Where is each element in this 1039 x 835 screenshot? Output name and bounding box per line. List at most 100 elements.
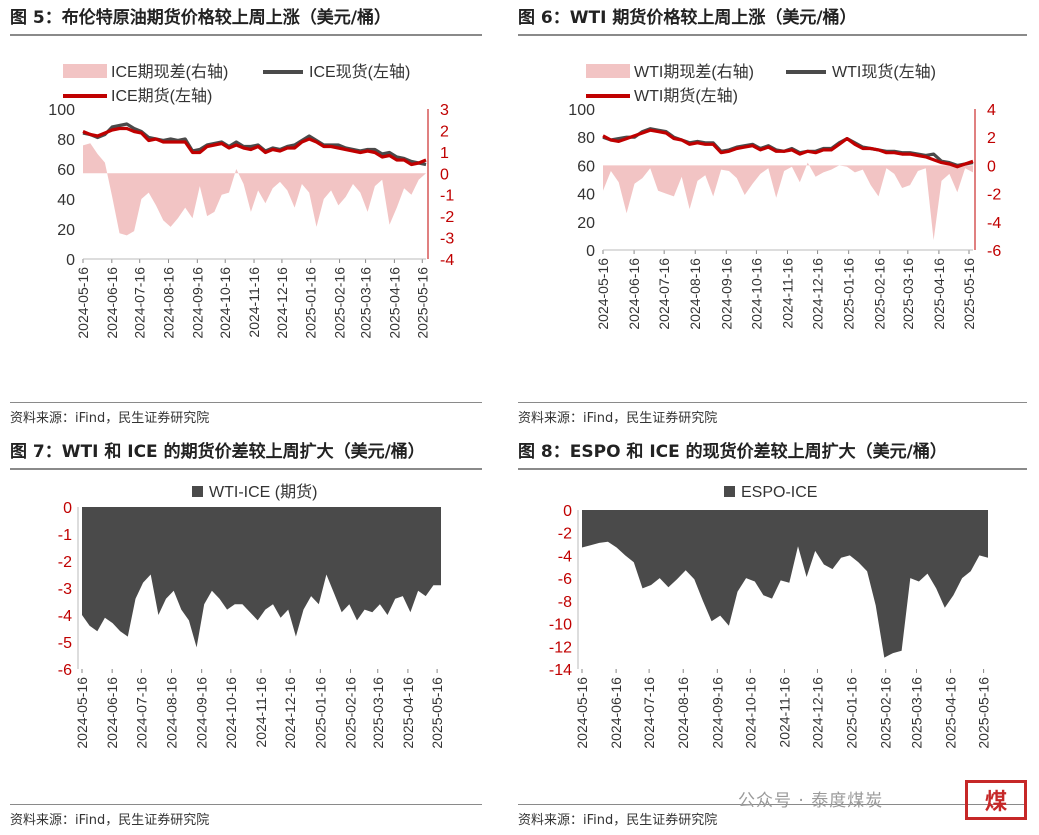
x-tick-label: 2025-01-16: [303, 267, 319, 339]
futures-line: [602, 128, 974, 169]
y-tick-label-right: -4: [987, 215, 1001, 232]
y-tick-label-right: 3: [440, 102, 449, 119]
y-tick-label-right: -4: [440, 252, 454, 269]
chart-title: 图 5：布伦特原油期货价格较上周上涨（美元/桶）: [10, 6, 482, 36]
x-tick-label: 2024-10-16: [223, 677, 239, 749]
y-tick-label-left: 60: [57, 162, 75, 179]
chart-svg: 2024-05-16 2024-06-16 2024-07-16 2024-08-16…: [549, 484, 992, 749]
x-tick-label: 2024-06-16: [104, 677, 120, 749]
x-tick-label: 2024-11-16: [253, 677, 269, 748]
y-tick-label-left: 20: [577, 215, 595, 232]
x-tick-label: 2025-03-16: [900, 258, 916, 330]
y-tick-label: -6: [558, 571, 572, 588]
spot-line: [602, 127, 974, 167]
spread-area: [82, 507, 441, 648]
x-tick-label: 2024-09-16: [194, 677, 210, 749]
spread-area: [582, 510, 988, 658]
legend: WTI期现差(右轴) WTI现货(左轴) WTI期货(左轴): [586, 63, 936, 105]
watermark-logo: 煤: [965, 780, 1027, 820]
x-tick-label: 2025-02-16: [872, 258, 888, 330]
x-tick-label: 2025-03-16: [370, 677, 386, 749]
y-tick-label-left: 100: [48, 102, 75, 119]
x-tick-label: 2024-09-16: [189, 267, 205, 339]
legend-label: ICE期货(左轴): [111, 87, 212, 105]
x-tick-label: 2024-12-16: [809, 677, 825, 749]
legend-swatch: [724, 486, 735, 497]
x-tick-label: 2025-04-16: [386, 267, 402, 339]
chart-svg: 2024-05-16 2024-06-16 2024-07-16 2024-08-16…: [48, 63, 454, 339]
x-tick-label: 2024-12-16: [274, 267, 290, 339]
legend-swatch-spread: [63, 64, 107, 78]
chart-svg: 2024-05-16 2024-06-16 2024-07-16 2024-08-16…: [568, 63, 1001, 330]
y-tick-label: 0: [563, 503, 572, 520]
y-tick-label-left: 40: [57, 192, 75, 209]
x-tick-label: 2025-03-16: [358, 267, 374, 339]
x-tick-label: 2025-01-16: [844, 677, 860, 749]
x-tick-label: 2024-09-16: [718, 258, 734, 330]
source-note: 资料来源：iFind，民生证券研究院: [518, 402, 1027, 426]
x-tick-label: 2024-11-16: [779, 258, 795, 329]
legend-label: ICE现货(左轴): [309, 63, 410, 81]
y-tick-label-right: 0: [987, 158, 996, 175]
x-tick-label: 2024-05-16: [574, 677, 590, 749]
chart-panel-5: 图 5：布伦特原油期货价格较上周上涨（美元/桶） 2024-05-16 2024-…: [10, 6, 482, 426]
source-note: 资料来源：iFind，民生证券研究院: [518, 804, 1027, 828]
y-tick-label-left: 40: [577, 187, 595, 204]
x-tick-label: 2024-06-16: [608, 677, 624, 749]
legend-label: WTI期现差(右轴): [634, 63, 754, 81]
x-tick-label: 2025-01-16: [312, 677, 328, 749]
x-tick-label: 2024-12-16: [810, 258, 826, 330]
x-tick-label: 2024-08-16: [675, 677, 691, 749]
y-tick-label: 0: [63, 500, 72, 517]
chart-panel-7: 图 7：WTI 和 ICE 的期货价差较上周扩大（美元/桶） 2024-05-1…: [10, 440, 482, 835]
chart-title: 图 7：WTI 和 ICE 的期货价差较上周扩大（美元/桶）: [10, 440, 482, 470]
y-tick-label-right: -2: [440, 209, 454, 226]
y-tick-label-left: 60: [577, 158, 595, 175]
y-tick-label-right: -1: [440, 188, 454, 205]
y-tick-label: -4: [558, 548, 572, 565]
x-tick-label: 2024-08-16: [687, 258, 703, 330]
x-tick-label: 2025-02-16: [343, 677, 359, 749]
x-tick-label: 2024-10-16: [217, 267, 233, 339]
futures-line: [82, 126, 427, 167]
legend: WTI-ICE (期货): [192, 483, 317, 501]
x-tick-label: 2025-02-16: [878, 677, 894, 749]
x-tick-label: 2024-06-16: [626, 258, 642, 330]
legend-label: WTI现货(左轴): [832, 63, 936, 81]
legend-label: ICE期现差(右轴): [111, 63, 228, 81]
legend-label: WTI-ICE (期货): [209, 483, 317, 501]
y-tick-label: -10: [549, 617, 572, 634]
chart-title: 图 6：WTI 期货价格较上周上涨（美元/桶）: [518, 6, 1027, 36]
x-tick-label: 2025-04-16: [400, 677, 416, 749]
x-tick-label: 2024-11-16: [246, 267, 262, 338]
watermark-text: 公众号 · 泰度煤炭: [738, 791, 884, 811]
x-tick-label: 2024-06-16: [104, 267, 120, 339]
x-tick-label: 2025-04-16: [943, 677, 959, 749]
spread-area: [83, 143, 426, 236]
x-tick-label: 2025-05-16: [961, 258, 977, 330]
source-note: 资料来源：iFind，民生证券研究院: [10, 402, 482, 426]
x-tick-label: 2024-10-16: [742, 677, 758, 749]
x-tick-label: 2024-05-16: [74, 677, 90, 749]
spread-area: [603, 162, 973, 241]
y-tick-label-left: 80: [577, 130, 595, 147]
y-tick-label: -3: [58, 581, 72, 598]
x-tick-label: 2025-02-16: [332, 267, 348, 339]
y-tick-label-right: 2: [987, 130, 996, 147]
y-tick-label-right: -6: [987, 243, 1001, 260]
x-tick-label: 2024-07-16: [656, 258, 672, 330]
chart-panel-6: 图 6：WTI 期货价格较上周上涨（美元/桶） 2024-05-16 2024-0…: [518, 6, 1027, 426]
y-tick-label-right: -3: [440, 231, 454, 248]
y-tick-label-right: -2: [987, 187, 1001, 204]
y-tick-label-left: 80: [57, 132, 75, 149]
x-tick-label: 2024-07-16: [133, 677, 149, 749]
y-tick-label: -6: [58, 662, 72, 679]
x-tick-label: 2024-10-16: [748, 258, 764, 330]
legend-swatch: [192, 486, 203, 497]
x-tick-label: 2024-12-16: [282, 677, 298, 749]
y-tick-label: -5: [58, 635, 72, 652]
y-tick-label: -2: [58, 554, 72, 571]
x-tick-label: 2025-01-16: [841, 258, 857, 330]
y-tick-label-right: 0: [440, 166, 449, 183]
legend-label: ESPO-ICE: [741, 484, 817, 501]
